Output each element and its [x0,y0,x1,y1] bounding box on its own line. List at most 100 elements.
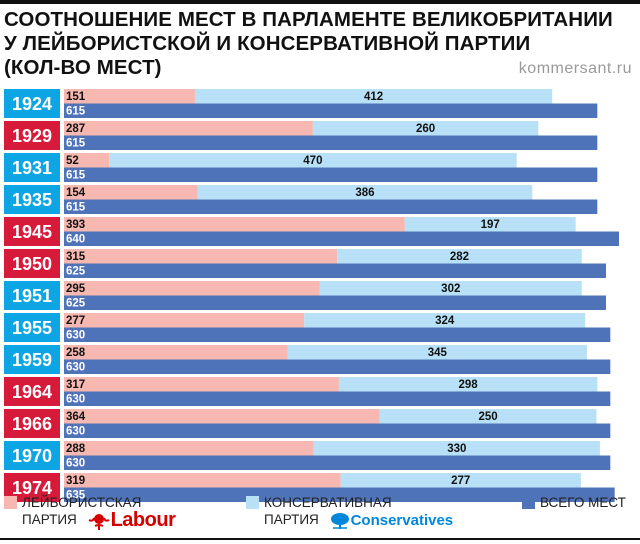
year-label-1964: 1964 [12,382,52,402]
title-line-1: СООТНОШЕНИЕ МЕСТ В ПАРЛАМЕНТЕ ВЕЛИКОБРИТ… [4,8,613,31]
conservative-bar-1935 [197,185,533,200]
year-tile-1951 [4,281,60,310]
conservative-value-1935: 386 [355,187,374,199]
conservative-bar-1955 [304,313,586,328]
labour-bar-1929 [64,121,313,136]
labour-bar-1950 [64,249,338,264]
total-value-1959: 630 [66,362,85,374]
total-value-1964: 630 [66,394,85,406]
year-tile-1935 [4,185,60,214]
year-label-1951: 1951 [12,286,52,306]
conservative-value-1950: 282 [450,251,469,263]
conservative-value-1966: 250 [478,411,497,423]
year-tile-1964 [4,377,60,406]
labour-logo-text: Labour [110,509,176,532]
conservative-bar-1959 [287,345,587,360]
total-bar-1966 [64,423,611,438]
year-label-1945: 1945 [12,222,52,242]
labour-bar-1931 [64,153,110,168]
conservative-bar-1964 [338,377,598,392]
labour-bar-1970 [64,441,314,456]
legend-conservative: КОНСЕРВАТИВНАЯ ПАРТИЯ Conservatives [264,494,453,530]
year-tile-1955 [4,313,60,342]
labour-value-1964: 317 [66,379,85,391]
total-value-1950: 625 [66,266,86,278]
year-tile-1950 [4,249,60,278]
labour-bar-1964 [64,377,339,392]
year-label-1931: 1931 [12,158,52,178]
conservative-bar-1951 [319,281,582,296]
year-tile-1945 [4,217,60,246]
legend-total-label: ВСЕГО МЕСТ [540,495,626,510]
conservative-bar-1931 [109,153,517,168]
year-label-1970: 1970 [12,446,52,466]
legend-labour-line1: ЛЕЙБОРИСТСКАЯ [22,495,142,510]
labour-value-1950: 315 [66,251,86,263]
total-value-1955: 630 [66,330,85,342]
year-label-1974: 1974 [12,478,52,498]
legend-swatch-total [522,496,535,509]
bottom-rule [0,538,640,540]
total-bar-1955 [64,327,611,342]
conservative-value-1945: 197 [481,219,500,231]
legend-conservative-line2-row: ПАРТИЯ Conservatives [264,511,453,530]
total-value-1966: 630 [66,426,85,438]
total-value-1970: 630 [66,458,85,470]
labour-value-1951: 295 [66,283,86,295]
chart-title: СООТНОШЕНИЕ МЕСТ В ПАРЛАМЕНТЕ ВЕЛИКОБРИТ… [4,8,613,80]
top-rule [0,0,640,4]
labour-bar-1951 [64,281,320,296]
total-value-1924: 615 [66,106,86,118]
total-bar-1964 [64,391,611,406]
labour-value-1945: 393 [66,219,85,231]
year-tile-1970 [4,441,60,470]
conservative-value-1924: 412 [364,91,383,103]
labour-value-1924: 151 [66,91,86,103]
conservative-bar-1924 [194,89,553,104]
conservative-bar-1950 [337,249,582,264]
legend-swatch-conservative [246,496,259,509]
total-bar-1945 [64,231,619,246]
labour-bar-1945 [64,217,405,232]
year-label-1959: 1959 [12,350,52,370]
conservative-bar-1945 [404,217,576,232]
legend-labour-line2-row: ПАРТИЯ Labour [22,509,176,532]
year-label-1935: 1935 [12,190,52,210]
total-bar-1970 [64,455,611,470]
conservative-value-1951: 302 [441,283,460,295]
total-value-1951: 625 [66,298,86,310]
total-value-1935: 615 [66,202,86,214]
year-tile-1966 [4,409,60,438]
conservative-value-1931: 470 [303,155,322,167]
total-bar-1959 [64,359,611,374]
labour-value-1970: 288 [66,443,86,455]
labour-logo: Labour [87,509,176,532]
source-label: kommersant.ru [518,60,632,77]
total-bar-1951 [64,295,606,310]
conservative-value-1929: 260 [416,123,435,135]
year-label-1924: 1924 [12,94,52,114]
conservatives-logo-text: Conservatives [350,512,454,530]
conservative-bar-1970 [313,441,600,456]
labour-rose-icon [88,513,110,530]
labour-bar-1935 [64,185,198,200]
labour-bar-1955 [64,313,305,328]
labour-bar-1924 [64,89,195,104]
labour-bar-1959 [64,345,288,360]
total-value-1931: 615 [66,170,86,182]
conservative-value-1964: 298 [459,379,479,391]
conservative-value-1970: 330 [447,443,466,455]
year-label-1929: 1929 [12,126,52,146]
year-label-1950: 1950 [12,254,52,274]
total-bar-1974 [64,487,615,502]
conservatives-logo: Conservatives [329,511,454,530]
labour-value-1966: 364 [66,411,86,423]
legend-labour-line2: ПАРТИЯ [22,512,77,527]
legend-conservative-line2: ПАРТИЯ [264,512,319,527]
legend-labour: ЛЕЙБОРИСТСКАЯ ПАРТИЯ Labour [22,494,176,532]
title-line-3: (КОЛ-ВО МЕСТ) [4,56,162,79]
total-bar-1931 [64,167,598,182]
conservative-tree-icon [330,512,349,529]
labour-value-1931: 52 [66,155,79,167]
